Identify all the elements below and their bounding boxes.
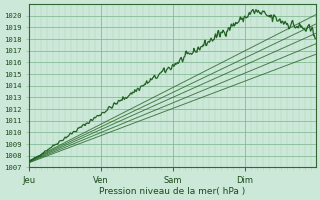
- X-axis label: Pression niveau de la mer( hPa ): Pression niveau de la mer( hPa ): [100, 187, 246, 196]
